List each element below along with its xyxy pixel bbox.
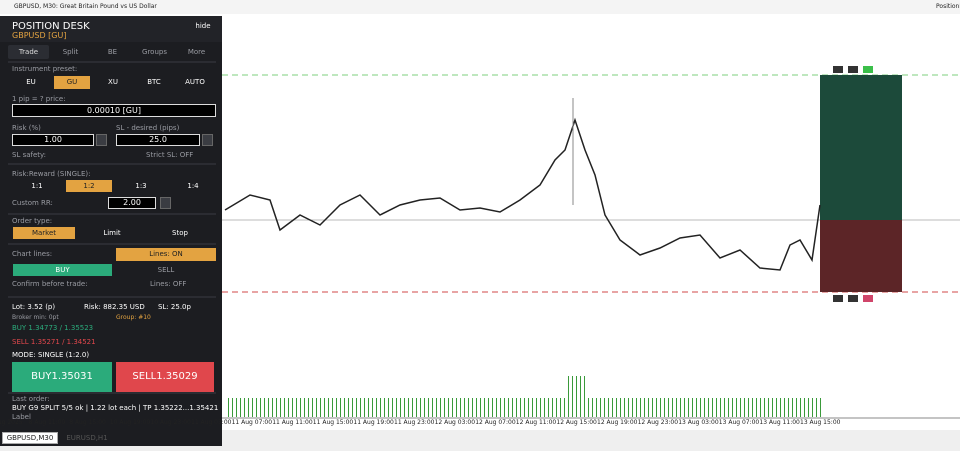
zone-button[interactable] bbox=[833, 66, 843, 73]
toggle[interactable]: Lines: OFF bbox=[150, 280, 187, 288]
time-label: 10 Aug 19:00 bbox=[109, 419, 151, 426]
time-label: 13 Aug 11:00 bbox=[759, 419, 800, 426]
label: Instrument preset: bbox=[12, 65, 78, 73]
risk-input[interactable]: 1.00 bbox=[12, 134, 94, 146]
chart-tab[interactable]: GBPUSD,M30 bbox=[2, 432, 58, 444]
time-label: 11 Aug 07:00 bbox=[231, 419, 273, 426]
tab[interactable]: Groups bbox=[142, 47, 167, 56]
risk: Risk: 882.35 USD bbox=[84, 303, 145, 311]
broker-min: Broker min: 0pt bbox=[12, 314, 59, 321]
group: Group: #10 bbox=[116, 314, 151, 321]
time-label: 12 Aug 15:00 bbox=[556, 419, 597, 426]
label: Confirm before trade: bbox=[12, 280, 88, 288]
tab[interactable]: Trade bbox=[8, 45, 49, 59]
chart-tab[interactable]: EURUSD,H1 bbox=[66, 433, 108, 442]
time-label: 11 Aug 11:00 bbox=[272, 419, 313, 426]
instrument: GBPUSD [GU] bbox=[12, 31, 67, 40]
time-label: 11 Aug 03:00 bbox=[191, 419, 232, 426]
spinner[interactable] bbox=[202, 134, 213, 146]
tab[interactable]: BE bbox=[107, 47, 118, 56]
zone-button[interactable] bbox=[863, 66, 873, 73]
buy-levels: BUY 1.34773 / 1.35523 bbox=[12, 324, 94, 332]
sell-button[interactable]: SELL1.35029 bbox=[116, 362, 214, 392]
tab-bar bbox=[0, 430, 960, 451]
toggle[interactable]: Strict SL: OFF bbox=[146, 151, 194, 159]
label: Risk (%) bbox=[12, 124, 41, 132]
time-label: 12 Aug 23:00 bbox=[637, 419, 679, 426]
time-label: 13 Aug 15:00 bbox=[800, 419, 841, 426]
mode: MODE: SINGLE (1:2.0) bbox=[12, 351, 90, 359]
time-label: 8 Aug 11:00 bbox=[28, 419, 66, 426]
label: Risk:Reward (SINGLE): bbox=[12, 170, 91, 178]
tab[interactable]: Split bbox=[62, 47, 79, 56]
label: SL - desired (pips) bbox=[116, 124, 180, 132]
time-label: 8 Aug 2025 bbox=[0, 419, 23, 426]
window-title: GBPUSD, M30: Great Britain Pound vs US D… bbox=[14, 3, 157, 10]
lot: Lot: 3.52 (p) bbox=[12, 303, 56, 311]
order-type-button[interactable]: Market bbox=[13, 227, 75, 239]
rr-button[interactable]: 1:4 bbox=[187, 181, 199, 190]
time-label: 12 Aug 19:00 bbox=[597, 419, 638, 426]
preset-button[interactable]: EU bbox=[26, 78, 36, 86]
order-type-button[interactable]: Stop bbox=[172, 228, 188, 237]
panel-header bbox=[0, 16, 222, 42]
risk-zone bbox=[820, 220, 902, 292]
time-label: 13 Aug 07:00 bbox=[718, 419, 760, 426]
label: Order type: bbox=[12, 217, 53, 225]
buy-button[interactable]: BUY1.35031 bbox=[12, 362, 112, 392]
side-button[interactable]: BUY bbox=[13, 264, 112, 276]
rr-button[interactable]: 1:2 bbox=[66, 180, 112, 192]
zone-button[interactable] bbox=[833, 295, 843, 302]
hide-button[interactable]: hide bbox=[195, 21, 211, 30]
zone-button[interactable] bbox=[863, 295, 873, 302]
preset-button[interactable]: BTC bbox=[147, 78, 161, 86]
time-label: 12 Aug 11:00 bbox=[515, 419, 557, 426]
zone-button[interactable] bbox=[848, 295, 858, 302]
time-label: 12 Aug 03:00 bbox=[434, 419, 476, 426]
tab[interactable]: More bbox=[187, 47, 206, 56]
preset-button[interactable]: GU bbox=[54, 76, 90, 89]
time-label: 8 Aug 15:00 bbox=[69, 419, 106, 426]
rr-button[interactable]: 1:1 bbox=[31, 181, 43, 190]
pip-input[interactable]: 0.00010 [GU] bbox=[12, 104, 216, 117]
label: SL safety: bbox=[12, 151, 47, 159]
order-type-button[interactable]: Limit bbox=[103, 228, 121, 237]
sl: SL: 25.0p bbox=[158, 303, 191, 311]
preset-button[interactable]: AUTO bbox=[185, 78, 205, 86]
spinner[interactable] bbox=[160, 197, 171, 209]
panel-title: POSITION DESK bbox=[12, 21, 90, 32]
label: Last order: bbox=[12, 395, 50, 403]
toggle[interactable]: Lines: ON bbox=[116, 248, 216, 261]
side-button[interactable]: SELL bbox=[157, 265, 175, 274]
zone-button[interactable] bbox=[848, 66, 858, 73]
time-label: 12 Aug 07:00 bbox=[475, 419, 516, 426]
reward-zone bbox=[820, 75, 902, 220]
time-label: 11 Aug 15:00 bbox=[312, 419, 354, 426]
label: Custom RR: bbox=[12, 199, 53, 207]
rr-button[interactable]: 1:3 bbox=[135, 181, 147, 190]
time-label: 11 Aug 19:00 bbox=[353, 419, 394, 426]
volume-bars bbox=[225, 398, 821, 417]
window-label: PositionD bbox=[936, 3, 960, 10]
sell-levels: SELL 1.35271 / 1.34521 bbox=[12, 338, 96, 346]
label: Label bbox=[12, 413, 31, 421]
time-label: 10 Aug 23:00 bbox=[150, 419, 191, 426]
sl-input[interactable]: 25.0 bbox=[116, 134, 200, 146]
time-label: 13 Aug 03:00 bbox=[678, 419, 719, 426]
spinner[interactable] bbox=[96, 134, 107, 146]
label: Chart lines: bbox=[12, 250, 53, 258]
volume-bars bbox=[566, 376, 586, 398]
custom-rr-input[interactable]: 2.00 bbox=[108, 197, 156, 209]
time-label: 11 Aug 23:00 bbox=[394, 419, 435, 426]
title-bar bbox=[0, 0, 960, 14]
last-order: BUY G9 SPLIT 5/5 ok | 1.22 lot each | TP… bbox=[12, 404, 219, 412]
price-line bbox=[224, 117, 821, 271]
preset-button[interactable]: XU bbox=[108, 78, 118, 86]
label: 1 pip = ? price: bbox=[12, 95, 66, 103]
